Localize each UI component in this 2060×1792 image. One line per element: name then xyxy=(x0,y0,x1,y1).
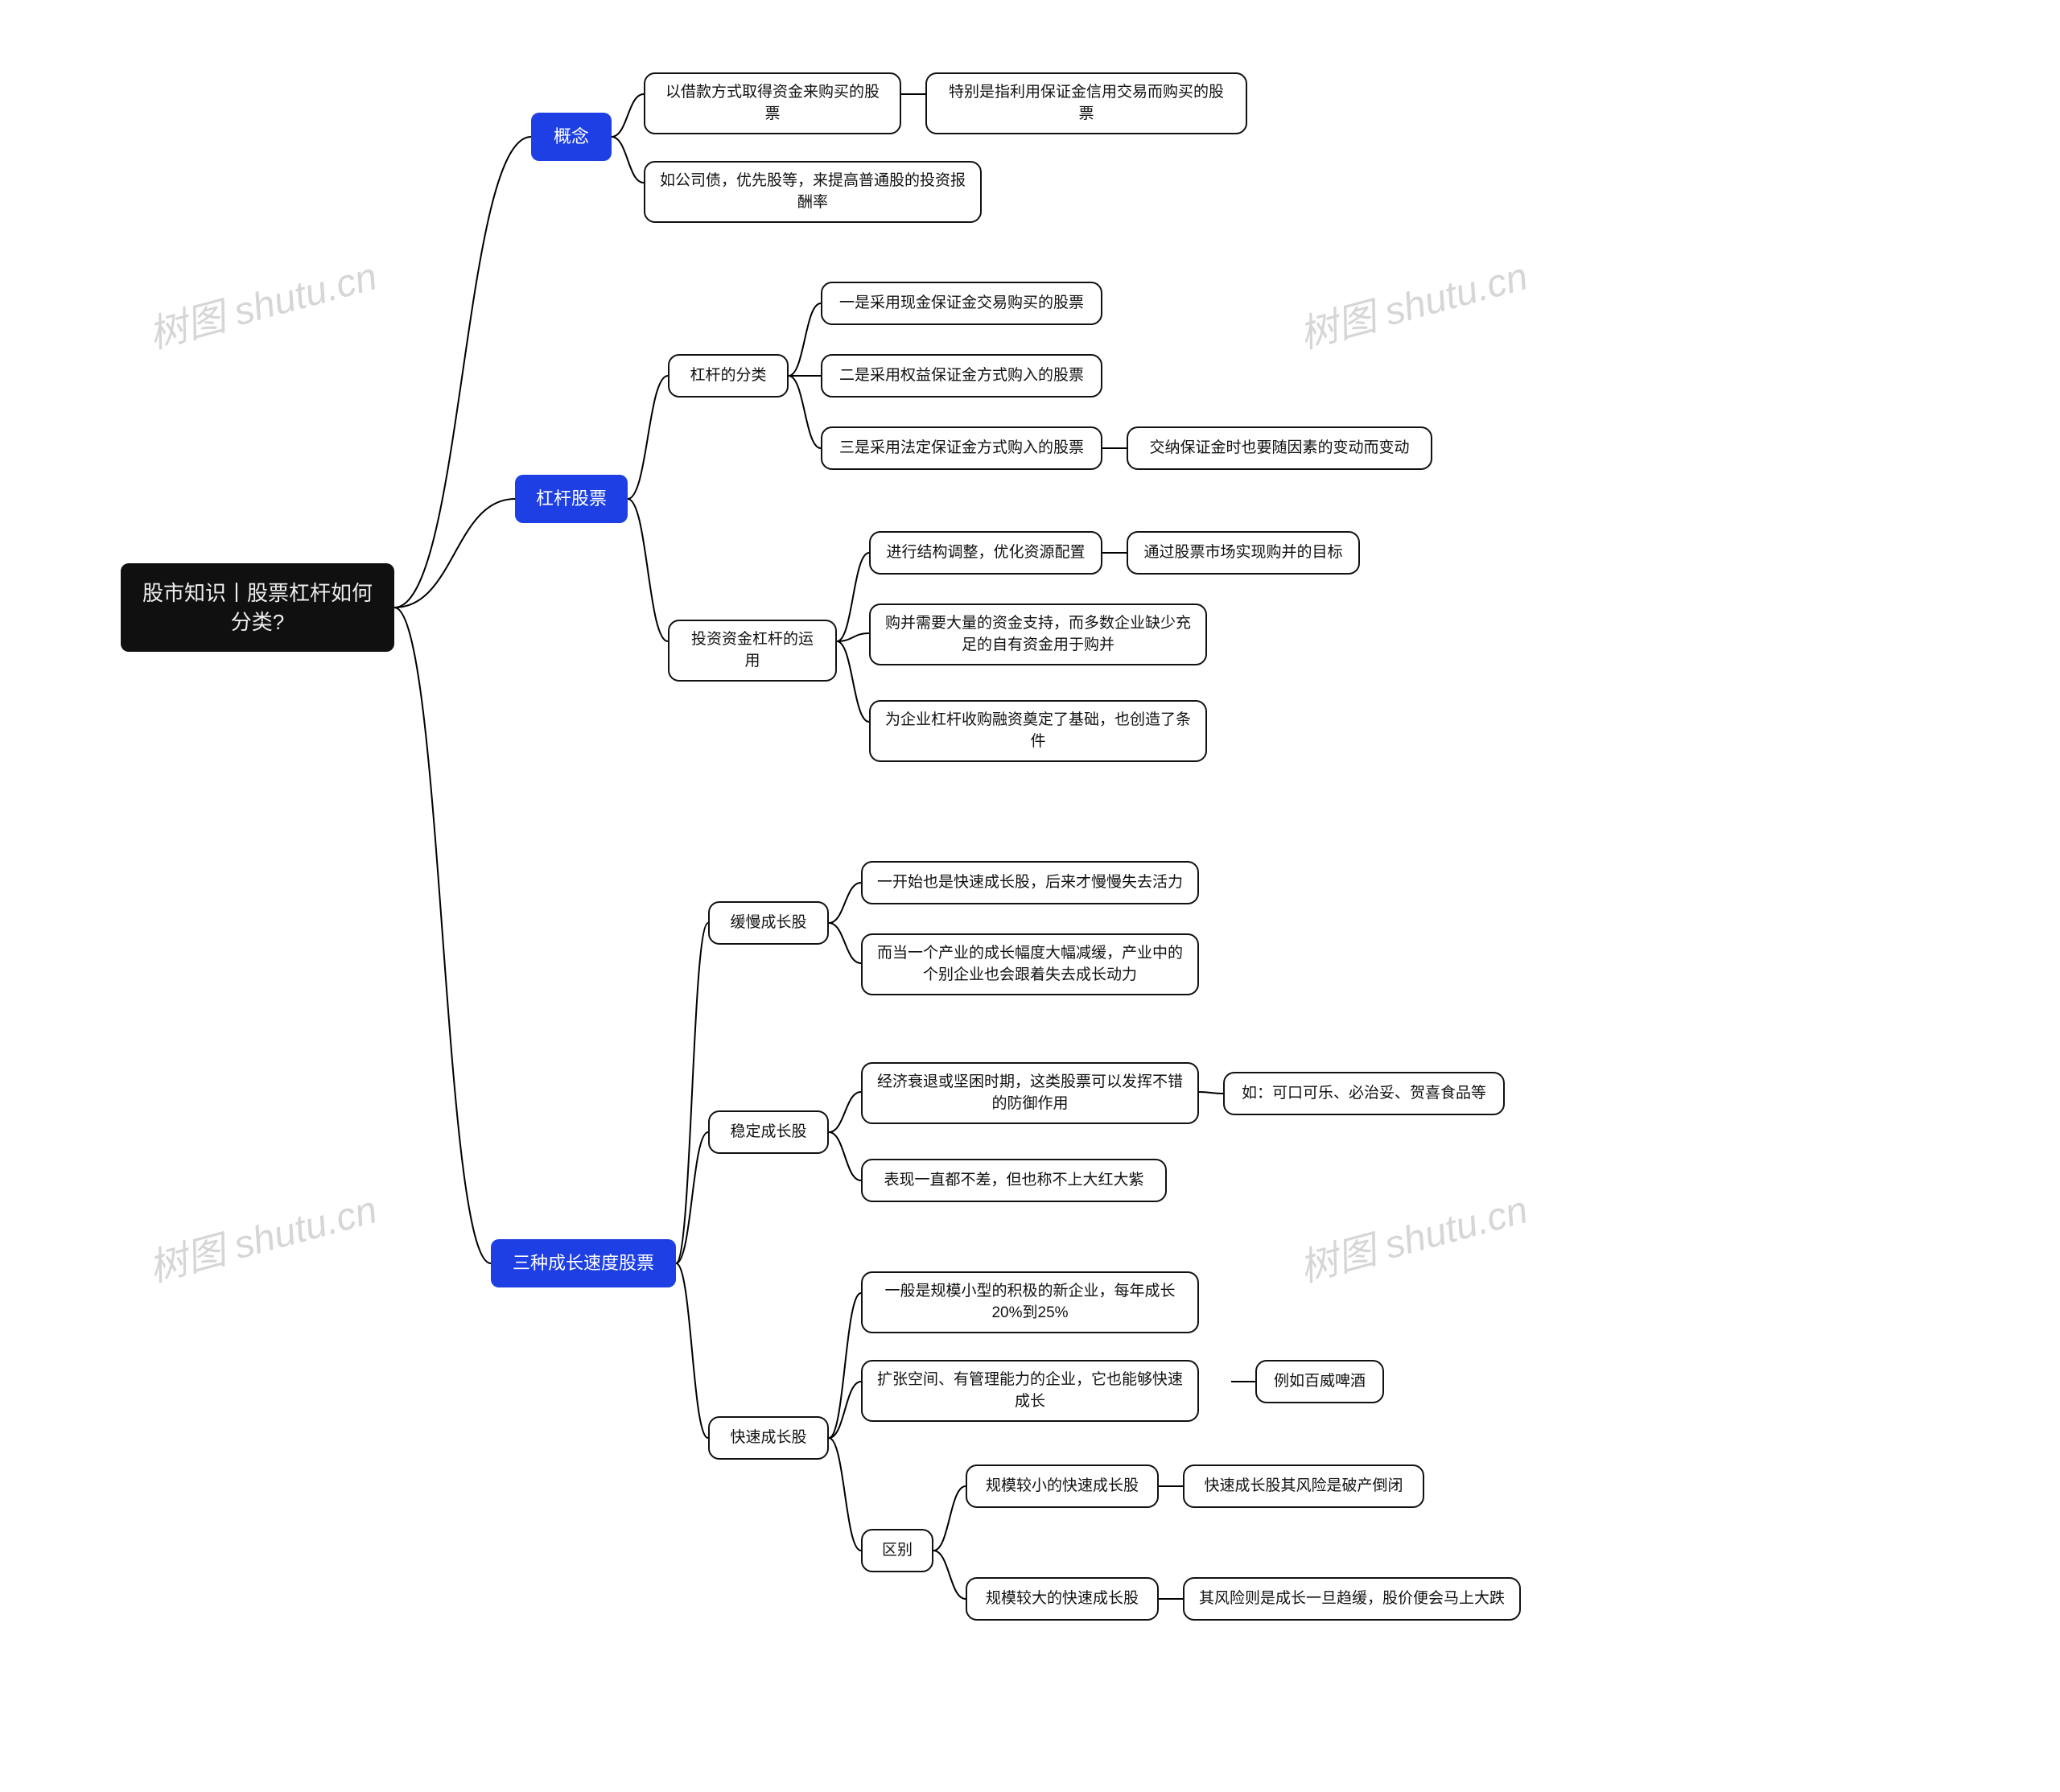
connector xyxy=(394,499,515,608)
connector xyxy=(829,883,861,923)
leaf-node[interactable]: 购并需要大量的资金支持，而多数企业缺少充足的自有资金用于购并 xyxy=(869,604,1207,665)
connector xyxy=(394,608,491,1263)
leaf-node[interactable]: 进行结构调整，优化资源配置 xyxy=(869,531,1102,575)
connector xyxy=(829,923,861,963)
branch-node[interactable]: 杠杆股票 xyxy=(515,475,628,523)
connector xyxy=(829,1293,861,1438)
connector xyxy=(676,923,708,1263)
leaf-node[interactable]: 其风险则是成长一旦趋缓，股价便会马上大跌 xyxy=(1183,1577,1521,1621)
leaf-node[interactable]: 快速成长股 xyxy=(708,1416,829,1460)
leaf-node[interactable]: 投资资金杠杆的运用 xyxy=(668,620,837,682)
leaf-node[interactable]: 一般是规模小型的积极的新企业，每年成长20%到25% xyxy=(861,1271,1199,1333)
branch-node[interactable]: 概念 xyxy=(531,113,612,161)
connector xyxy=(394,137,531,608)
leaf-node[interactable]: 交纳保证金时也要随因素的变动而变动 xyxy=(1127,426,1432,470)
leaf-node[interactable]: 扩张空间、有管理能力的企业，它也能够快速成长 xyxy=(861,1360,1199,1422)
leaf-node[interactable]: 稳定成长股 xyxy=(708,1110,829,1154)
leaf-node[interactable]: 快速成长股其风险是破产倒闭 xyxy=(1183,1464,1424,1508)
connector xyxy=(829,1092,861,1132)
watermark: 树图 shutu.cn xyxy=(142,245,382,360)
watermark: 树图 shutu.cn xyxy=(1292,245,1533,360)
connector xyxy=(628,499,668,641)
connector xyxy=(933,1486,966,1551)
connector xyxy=(612,94,644,137)
connector xyxy=(789,303,821,376)
connector xyxy=(837,633,869,641)
leaf-node[interactable]: 一开始也是快速成长股，后来才慢慢失去活力 xyxy=(861,861,1199,904)
connector xyxy=(789,376,821,448)
leaf-node[interactable]: 特别是指利用保证金信用交易而购买的股票 xyxy=(925,72,1247,134)
connector xyxy=(1199,1092,1223,1094)
connector xyxy=(837,553,869,641)
root-node[interactable]: 股市知识丨股票杠杆如何分类? xyxy=(121,563,394,652)
leaf-node[interactable]: 为企业杠杆收购融资奠定了基础，也创造了条件 xyxy=(869,700,1207,762)
leaf-node[interactable]: 缓慢成长股 xyxy=(708,901,829,945)
leaf-node[interactable]: 规模较大的快速成长股 xyxy=(966,1577,1159,1621)
leaf-node[interactable]: 如：可口可乐、必治妥、贺喜食品等 xyxy=(1223,1072,1505,1115)
connector xyxy=(829,1382,861,1438)
leaf-node[interactable]: 规模较小的快速成长股 xyxy=(966,1464,1159,1508)
connector xyxy=(612,137,644,183)
connector xyxy=(676,1132,708,1263)
branch-node[interactable]: 三种成长速度股票 xyxy=(491,1239,676,1287)
leaf-node[interactable]: 以借款方式取得资金来购买的股票 xyxy=(644,72,901,134)
leaf-node[interactable]: 如公司债，优先股等，来提高普通股的投资报酬率 xyxy=(644,161,982,223)
leaf-node[interactable]: 杠杆的分类 xyxy=(668,354,789,398)
connector xyxy=(628,376,668,499)
connector xyxy=(676,1263,708,1438)
watermark: 树图 shutu.cn xyxy=(1292,1178,1533,1293)
leaf-node[interactable]: 三是采用法定保证金方式购入的股票 xyxy=(821,426,1102,470)
mindmap-canvas: 树图 shutu.cn 树图 shutu.cn 树图 shutu.cn 树图 shut… xyxy=(0,0,2060,1792)
connector xyxy=(837,641,869,722)
connector xyxy=(829,1438,861,1551)
leaf-node[interactable]: 二是采用权益保证金方式购入的股票 xyxy=(821,354,1102,398)
leaf-node[interactable]: 经济衰退或坚困时期，这类股票可以发挥不错的防御作用 xyxy=(861,1062,1199,1124)
leaf-node[interactable]: 通过股票市场实现购并的目标 xyxy=(1127,531,1360,575)
leaf-node[interactable]: 而当一个产业的成长幅度大幅减缓，产业中的个别企业也会跟着失去成长动力 xyxy=(861,933,1199,995)
connector xyxy=(829,1132,861,1180)
leaf-node[interactable]: 区别 xyxy=(861,1529,933,1572)
leaf-node[interactable]: 表现一直都不差，但也称不上大红大紫 xyxy=(861,1159,1167,1202)
leaf-node[interactable]: 例如百威啤酒 xyxy=(1255,1360,1384,1403)
connector xyxy=(933,1551,966,1599)
watermark: 树图 shutu.cn xyxy=(142,1178,382,1293)
leaf-node[interactable]: 一是采用现金保证金交易购买的股票 xyxy=(821,282,1102,325)
